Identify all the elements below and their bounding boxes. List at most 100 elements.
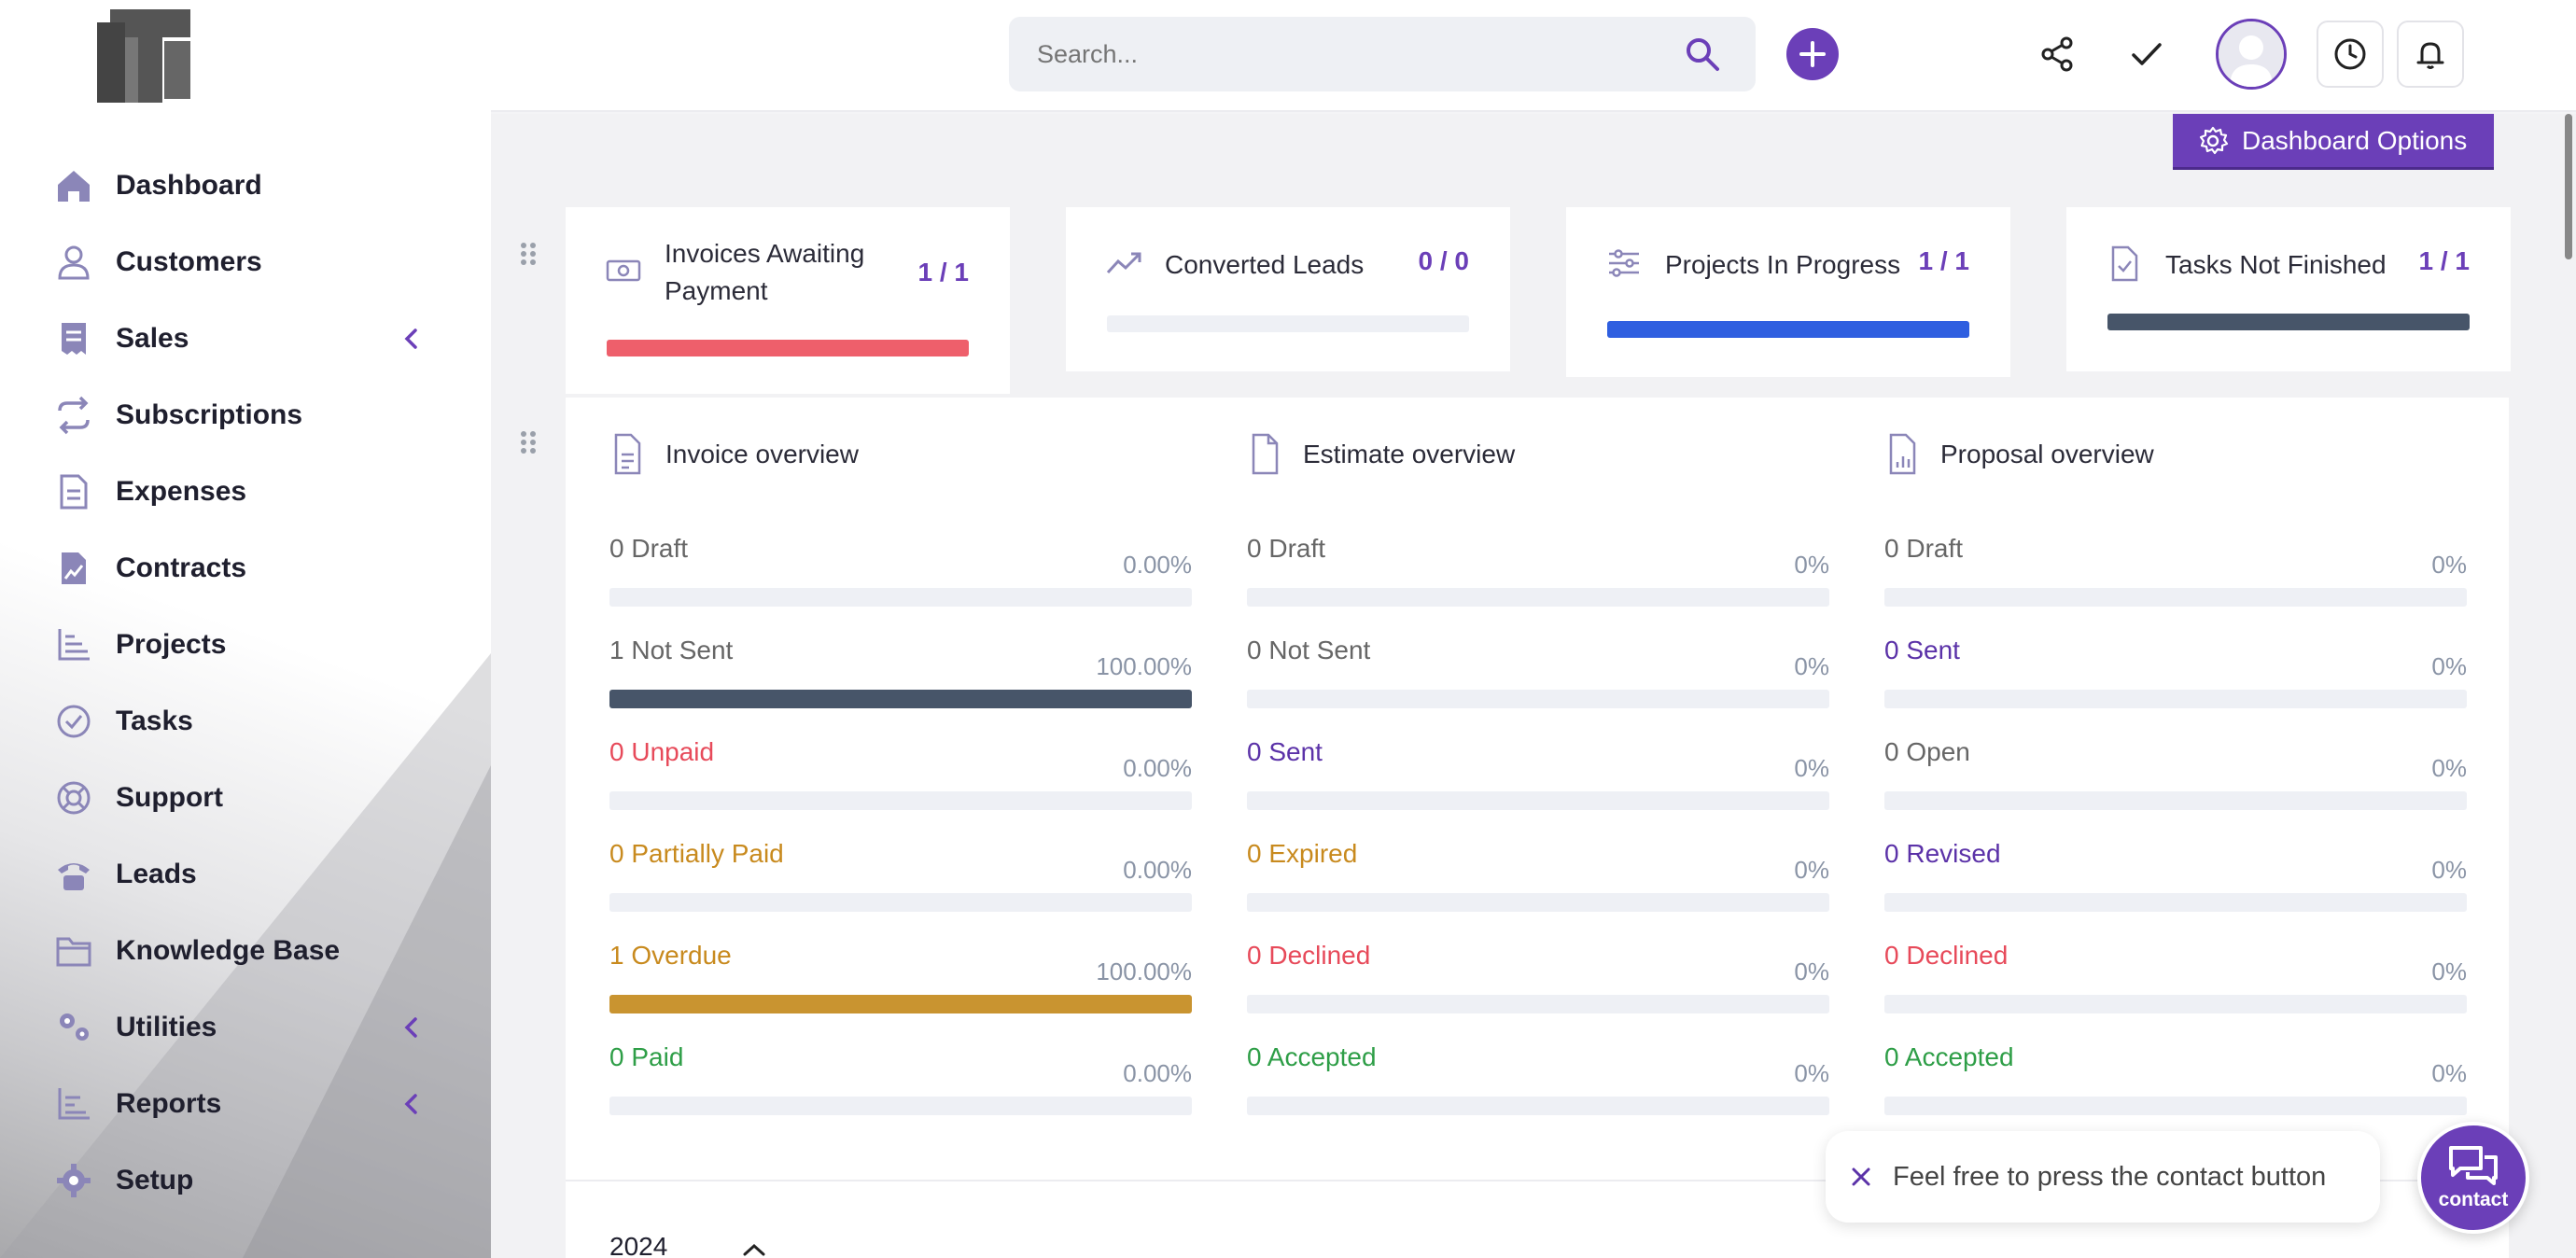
overview-row-label[interactable]: 0 Accepted xyxy=(1884,1042,2014,1071)
drag-handle-icon[interactable] xyxy=(519,429,538,455)
stat-card[interactable]: Invoices Awaiting Payment 1 / 1 xyxy=(566,207,1010,394)
stat-count: 1 / 1 xyxy=(2418,246,2470,275)
overview-row[interactable]: 0 Not Sent 0% xyxy=(1247,636,1829,729)
search-icon[interactable] xyxy=(1684,35,1721,73)
sidebar-item-support[interactable]: Support xyxy=(0,760,491,836)
overview-row[interactable]: 0 Draft 0.00% xyxy=(609,534,1192,627)
stat-progress-bar xyxy=(1607,321,1969,338)
search-input[interactable] xyxy=(1009,17,1756,91)
sidebar-item-expenses[interactable]: Expenses xyxy=(0,454,491,530)
stat-progress-bar xyxy=(1107,315,1469,332)
chevron-left-icon[interactable] xyxy=(398,325,426,353)
stat-card[interactable]: Converted Leads 0 / 0 xyxy=(1066,207,1510,371)
close-icon[interactable] xyxy=(1848,1164,1874,1190)
overview-row-percent: 0% xyxy=(1794,957,1829,985)
invoice-icon-wrap xyxy=(609,432,647,477)
overview-row[interactable]: 0 Paid 0.00% xyxy=(609,1042,1192,1136)
sidebar-item-knowledge-base[interactable]: Knowledge Base xyxy=(0,913,491,989)
overview-title: Proposal overview xyxy=(1940,440,2154,468)
contact-button[interactable]: contact xyxy=(2417,1122,2529,1234)
overview-row-label[interactable]: 0 Draft xyxy=(1247,534,1326,563)
overview-row-label[interactable]: 0 Accepted xyxy=(1247,1042,1377,1071)
overview-row-label[interactable]: 0 Expired xyxy=(1247,839,1358,868)
sidebar-item-dashboard[interactable]: Dashboard xyxy=(0,147,491,224)
sidebar-decoration xyxy=(243,765,491,1258)
sidebar-item-sales[interactable]: Sales xyxy=(0,301,491,377)
overview-row[interactable]: 0 Accepted 0% xyxy=(1884,1042,2467,1136)
sidebar-item-tasks[interactable]: Tasks xyxy=(0,683,491,760)
sidebar-item-projects[interactable]: Projects xyxy=(0,607,491,683)
sidebar-item-subscriptions[interactable]: Subscriptions xyxy=(0,377,491,454)
overview-row[interactable]: 0 Draft 0% xyxy=(1884,534,2467,627)
overview-row[interactable]: 0 Sent 0% xyxy=(1884,636,2467,729)
sidebar-item-setup[interactable]: Setup xyxy=(0,1142,491,1219)
report-icon-wrap xyxy=(54,1084,93,1124)
sidebar-item-leads[interactable]: Leads xyxy=(0,836,491,913)
overview-row-label[interactable]: 0 Not Sent xyxy=(1247,636,1371,664)
chevron-left-icon[interactable] xyxy=(398,1090,426,1118)
sidebar-decoration xyxy=(0,653,491,1258)
overview-row[interactable]: 0 Sent 0% xyxy=(1247,737,1829,831)
overview-row[interactable]: 0 Declined 0% xyxy=(1247,941,1829,1034)
overview-row-label[interactable]: 0 Declined xyxy=(1884,941,2009,970)
overview-row[interactable]: 1 Not Sent 100.00% xyxy=(609,636,1192,729)
overview-row-label[interactable]: 1 Overdue xyxy=(609,941,732,970)
overview-row[interactable]: 0 Unpaid 0.00% xyxy=(609,737,1192,831)
overview-progress-bar xyxy=(609,893,1192,912)
sidebar-item-contracts[interactable]: Contracts xyxy=(0,530,491,607)
receipt-icon-wrap xyxy=(54,319,93,358)
timer-button[interactable] xyxy=(2317,21,2384,88)
overview-progress-bar xyxy=(609,1097,1192,1115)
stat-card[interactable]: Projects In Progress 1 / 1 xyxy=(1566,207,2010,377)
receipt-icon xyxy=(62,323,86,355)
overview-row-label[interactable]: 0 Draft xyxy=(1884,534,1964,563)
sidebar-item-label: Tasks xyxy=(116,706,193,736)
overview-row-percent: 0% xyxy=(2431,551,2467,579)
overview-title: Estimate overview xyxy=(1303,440,1516,468)
overview-row-label[interactable]: 0 Declined xyxy=(1247,941,1371,970)
sidebar-item-label: Utilities xyxy=(116,1012,217,1042)
overview-row-label[interactable]: 0 Open xyxy=(1884,737,1970,766)
overview-row[interactable]: 0 Expired 0% xyxy=(1247,839,1829,932)
overview-progress-bar xyxy=(1247,588,1829,607)
overview-row-label[interactable]: 1 Not Sent xyxy=(609,636,734,664)
logo[interactable] xyxy=(97,9,194,103)
overview-row-label[interactable]: 0 Draft xyxy=(609,534,689,563)
scrollbar[interactable] xyxy=(2565,114,2572,259)
stat-count: 1 / 1 xyxy=(1918,246,1969,275)
drag-handle-icon[interactable] xyxy=(519,241,538,267)
check-circle-icon xyxy=(57,705,91,738)
chevron-up-icon[interactable] xyxy=(741,1241,767,1258)
proposal-overview-header: Proposal overview xyxy=(1884,431,2154,478)
dashboard-options-button[interactable]: Dashboard Options xyxy=(2173,114,2494,170)
overview-row[interactable]: 0 Accepted 0% xyxy=(1247,1042,1829,1136)
todo-button[interactable] xyxy=(2124,32,2169,77)
overview-row-label[interactable]: 0 Unpaid xyxy=(609,737,715,766)
overview-row[interactable]: 0 Revised 0% xyxy=(1884,839,2467,932)
proposal-icon-wrap xyxy=(1884,432,1922,477)
overview-row-percent: 0% xyxy=(1794,856,1829,884)
chevron-left-icon[interactable] xyxy=(398,1013,426,1041)
overview-row[interactable]: 0 Draft 0% xyxy=(1247,534,1829,627)
share-button[interactable] xyxy=(2035,32,2079,77)
overview-row[interactable]: 0 Partially Paid 0.00% xyxy=(609,839,1192,932)
overview-row[interactable]: 0 Declined 0% xyxy=(1884,941,2467,1034)
quick-create-button[interactable] xyxy=(1786,28,1839,80)
overview-row[interactable]: 0 Open 0% xyxy=(1884,737,2467,831)
overview-row-label[interactable]: 0 Partially Paid xyxy=(609,839,784,868)
notifications-button[interactable] xyxy=(2397,21,2464,88)
sidebar-item-reports[interactable]: Reports xyxy=(0,1066,491,1142)
stat-card[interactable]: Tasks Not Finished 1 / 1 xyxy=(2066,207,2511,371)
overview-row-label[interactable]: 0 Sent xyxy=(1884,636,1960,664)
overview-row-label[interactable]: 0 Paid xyxy=(609,1042,684,1071)
overview-progress-bar xyxy=(1247,893,1829,912)
sidebar-item-label: Subscriptions xyxy=(116,399,303,430)
avatar[interactable] xyxy=(2216,19,2287,90)
sidebar-item-utilities[interactable]: Utilities xyxy=(0,989,491,1066)
overview-row[interactable]: 1 Overdue 100.00% xyxy=(609,941,1192,1034)
overview-progress-bar xyxy=(1884,995,2467,1013)
overview-row-label[interactable]: 0 Revised xyxy=(1884,839,2001,868)
sidebar-item-customers[interactable]: Customers xyxy=(0,224,491,301)
clock-icon xyxy=(2334,38,2366,70)
overview-row-label[interactable]: 0 Sent xyxy=(1247,737,1323,766)
